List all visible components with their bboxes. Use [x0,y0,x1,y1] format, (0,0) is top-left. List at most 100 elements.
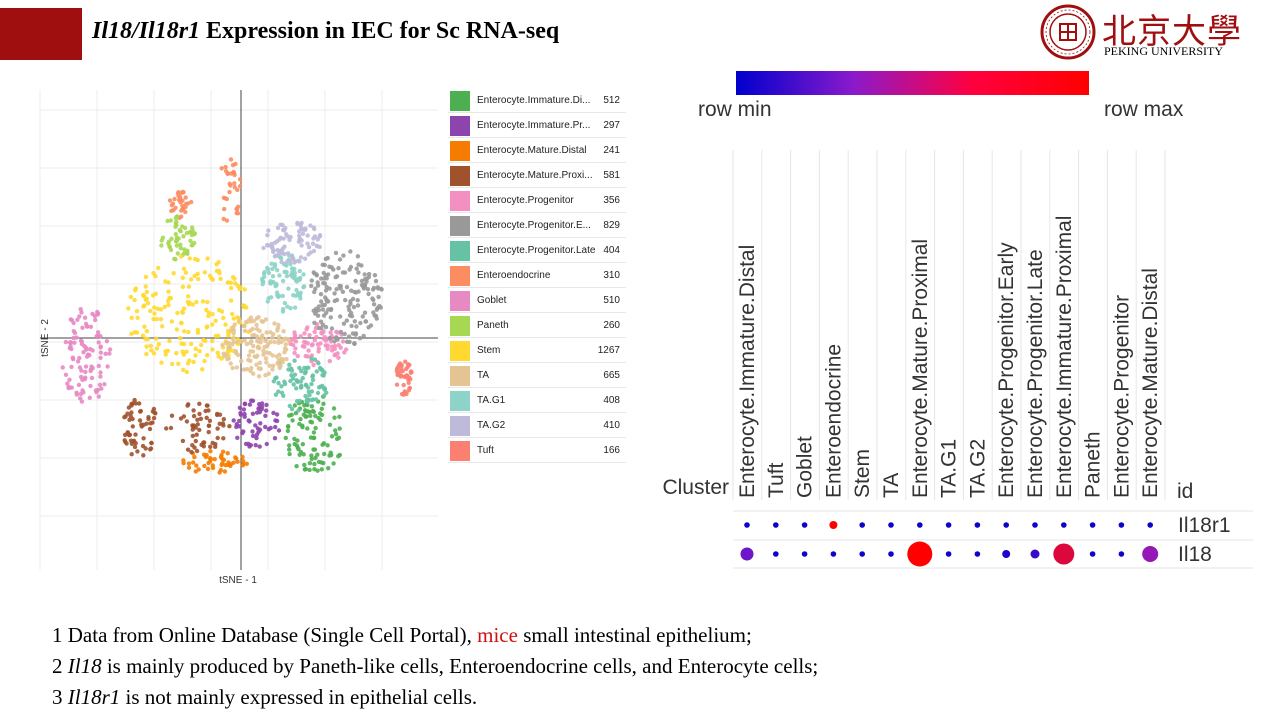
id-header: id [1177,480,1193,503]
tsne-point [264,441,269,447]
tsne-point [84,324,90,329]
tsne-point [174,243,180,248]
tsne-point [340,270,346,275]
tsne-point [314,369,319,374]
note-2-number: 2 [52,654,68,678]
column-label-enteroendocrine: Enteroendocrine [822,344,845,498]
legend-item-stem[interactable]: Stem 1267 [448,340,626,363]
title-accent-bar [0,8,82,60]
legend-item-enterocyte-progenitor-late[interactable]: Enterocyte.Progenitor.Late 404 [448,240,626,263]
tsne-point [129,410,134,415]
tsne-point [280,307,286,312]
notes: 1 Data from Online Database (Single Cell… [52,620,818,713]
tsne-point [261,352,266,357]
legend-item-enterocyte-immature-di[interactable]: Enterocyte.Immature.Di... 512 [448,90,626,113]
tsne-point [327,335,333,341]
tsne-point [284,232,289,237]
tsne-point [276,428,282,433]
tsne-point [266,427,271,432]
tsne-point [292,260,297,265]
legend-swatch [450,91,470,111]
tsne-point [357,336,363,341]
tsne-point [285,428,291,434]
tsne-point [270,274,276,279]
tsne-point [227,424,232,429]
legend-item-enterocyte-immature-pr[interactable]: Enterocyte.Immature.Pr... 297 [448,115,626,138]
tsne-point [134,330,140,335]
tsne-point [230,336,236,342]
note-2-text: is mainly produced by Paneth-like cells,… [101,654,819,678]
tsne-point [237,318,242,323]
tsne-point [311,447,316,452]
tsne-point [194,448,200,454]
tsne-cluster-ta-g1 [260,253,307,314]
tsne-point [142,324,147,329]
tsne-point [264,360,269,365]
tsne-point [266,270,272,276]
tsne-point [223,168,229,174]
tsne-point [148,343,153,348]
logo-chinese-name: 北京大學 [1102,12,1242,52]
tsne-point [313,325,319,331]
legend-item-enterocyte-mature-distal[interactable]: Enterocyte.Mature.Distal 241 [448,140,626,163]
tsne-point [148,308,153,314]
tsne-point [374,307,379,312]
tsne-point [253,443,258,448]
tsne-point [321,401,326,406]
tsne-point [344,284,350,290]
tsne-point [277,237,282,242]
tsne-point [221,423,226,428]
legend-item-enterocyte-progenitor[interactable]: Enterocyte.Progenitor 356 [448,190,626,213]
tsne-point [178,242,183,247]
tsne-point [342,350,347,355]
legend-item-goblet[interactable]: Goblet 510 [448,290,626,313]
tsne-point [278,222,283,227]
legend-item-enteroendocrine[interactable]: Enteroendocrine 310 [448,265,626,288]
tsne-point [71,320,76,326]
tsne-point [354,266,359,271]
legend-item-ta-g2[interactable]: TA.G2 410 [448,415,626,438]
tsne-point [352,341,357,346]
tsne-point [241,303,247,308]
tsne-point [208,449,213,454]
tsne-point [234,365,239,370]
dot-il18r1-paneth [1089,522,1096,528]
tsne-point [203,338,208,344]
tsne-point [274,412,280,417]
legend-count: 1267 [597,345,620,356]
tsne-point [299,243,304,248]
tsne-point [225,451,230,456]
legend-item-ta-g1[interactable]: TA.G1 408 [448,390,626,413]
tsne-point [138,408,143,414]
tsne-point [292,403,297,408]
tsne-point [338,329,344,335]
tsne-point [180,284,186,289]
tsne-point [372,273,378,278]
tsne-point [371,310,376,315]
tsne-point [222,206,227,212]
dot-il18-enterocyte-progenitor [1118,551,1125,557]
tsne-point [308,413,313,418]
legend-item-enterocyte-mature-proxi[interactable]: Enterocyte.Mature.Proxi... 581 [448,165,626,188]
tsne-point [361,286,367,291]
legend-item-enterocyte-progenitor-e[interactable]: Enterocyte.Progenitor.E... 829 [448,215,626,238]
legend-item-paneth[interactable]: Paneth 260 [448,315,626,338]
legend-count: 260 [603,320,620,331]
tsne-point [282,300,288,306]
tsne-point [349,288,354,293]
column-label-enterocyte-mature-proximal: Enterocyte.Mature.Proximal [909,239,932,498]
tsne-cluster-ta [220,315,292,379]
tsne-point [206,408,211,413]
legend-item-tuft[interactable]: Tuft 166 [448,440,626,463]
tsne-point [324,390,329,395]
tsne-point [107,351,112,356]
tsne-point [183,201,189,207]
legend-item-ta[interactable]: TA 665 [448,365,626,388]
tsne-point [309,404,315,409]
tsne-point [263,338,268,343]
tsne-point [84,354,90,359]
tsne-point [274,290,280,295]
tsne-point [204,452,209,458]
tsne-point [205,466,211,472]
tsne-point [77,355,82,361]
